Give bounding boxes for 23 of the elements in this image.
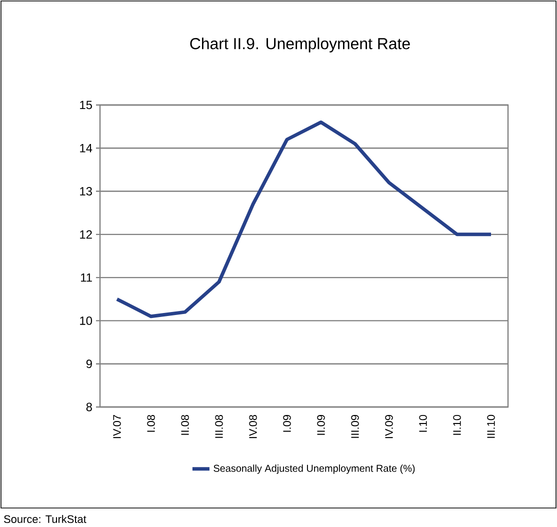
y-tick-label: 10 [80, 316, 92, 325]
y-tick-label: 13 [80, 187, 92, 196]
y-tick-label: 14 [80, 144, 92, 152]
x-tick-label: II.08 [181, 414, 189, 435]
x-tick-label: IV.07 [113, 415, 121, 438]
x-tick-label: I.08 [147, 414, 155, 432]
x-tick-label: III.08 [215, 414, 223, 438]
x-tick-label: III.09 [351, 415, 359, 438]
source-note: Source: TurkStat [4, 514, 86, 524]
x-tick-label: IV.08 [249, 414, 257, 438]
x-tick-label: III.10 [487, 414, 495, 438]
x-tick-label: IV.09 [385, 415, 393, 438]
y-tick-label: 11 [80, 273, 92, 282]
x-tick-label: I.09 [283, 415, 291, 432]
x-tick-label: I.10 [419, 414, 427, 432]
y-tick-label: 8 [86, 402, 92, 412]
x-tick-label: II.09 [317, 415, 325, 435]
y-tick-label: 15 [80, 100, 92, 110]
y-tick-label: 9 [86, 360, 92, 368]
x-tick-label: II.10 [453, 414, 461, 435]
chart-title: Chart II.9. Unemployment Rate [190, 38, 410, 52]
legend-label: Seasonally Adjusted Unemployment Rate (%) [214, 464, 415, 474]
y-tick-label: 12 [80, 230, 92, 239]
